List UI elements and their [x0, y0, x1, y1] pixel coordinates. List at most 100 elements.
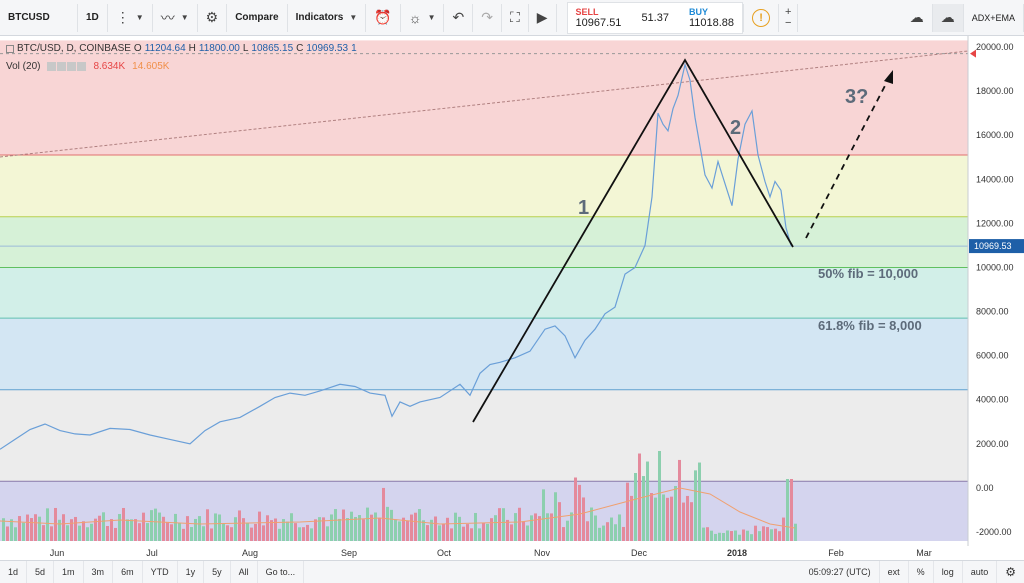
volume-bar — [150, 510, 153, 541]
time-tick-label: Oct — [436, 548, 452, 558]
volume-bar — [458, 516, 461, 541]
volume-bar — [6, 526, 9, 541]
range-button-6m[interactable]: 6m — [113, 561, 143, 583]
volume-bar — [446, 517, 449, 541]
extended-hours-button[interactable]: ext — [880, 561, 909, 583]
ideas-button[interactable]: ☼ ▼ — [401, 3, 445, 32]
chart-style-button[interactable]: 〰 ▼ — [153, 3, 198, 32]
buy-button[interactable]: BUY 11018.88 — [681, 3, 742, 33]
volume-bar — [494, 515, 497, 541]
volume-bar — [366, 507, 369, 541]
settings-button[interactable]: ⚙ — [198, 3, 228, 32]
volume-bar — [738, 534, 741, 541]
volume-bar — [262, 525, 265, 541]
range-button-5y[interactable]: 5y — [204, 561, 231, 583]
symbol-search-button[interactable]: BTCUSD — [0, 3, 78, 32]
volume-bar — [454, 512, 457, 541]
plus-icon[interactable] — [67, 62, 77, 71]
volume-bar — [330, 514, 333, 541]
legend-title: BTC/USD, D, COINBASE — [17, 43, 131, 54]
volume-bar — [450, 528, 453, 541]
volume-bar — [94, 518, 97, 541]
volume-bar — [578, 484, 581, 541]
range-button-all[interactable]: All — [231, 561, 258, 583]
volume-bar — [694, 470, 697, 541]
volume-bar — [666, 497, 669, 541]
volume-bar — [26, 514, 29, 541]
save-cloud-button[interactable]: ☁ — [932, 3, 964, 32]
goto-date-button[interactable]: Go to... — [258, 561, 305, 583]
price-series — [0, 62, 792, 450]
range-button-ytd[interactable]: YTD — [143, 561, 178, 583]
fullscreen-button[interactable]: ⛶ — [502, 3, 529, 32]
eye-icon[interactable] — [47, 62, 57, 71]
interval-dropdown[interactable]: ⋮ ▼ — [108, 3, 153, 32]
percent-scale-button[interactable]: % — [909, 561, 934, 583]
chart-settings-button[interactable]: ⚙ — [997, 561, 1024, 583]
volume-bar — [598, 527, 601, 541]
range-button-3m[interactable]: 3m — [84, 561, 114, 583]
price-tick-label: 10000.00 — [976, 262, 1014, 272]
volume-bar — [194, 518, 197, 541]
range-button-1y[interactable]: 1y — [178, 561, 205, 583]
volume-bar — [58, 519, 61, 541]
volume-bar — [746, 530, 749, 541]
legend-checkbox[interactable] — [6, 44, 14, 53]
study-template-button[interactable]: ADX+EMA — [964, 3, 1024, 32]
volume-bar — [162, 516, 165, 541]
volume-bar — [658, 451, 661, 541]
volume-bar — [98, 515, 101, 541]
redo-button[interactable]: ↷ — [473, 3, 502, 32]
close-icon[interactable] — [77, 62, 87, 71]
interval-button[interactable]: 1D — [78, 3, 108, 32]
volume-bar — [462, 526, 465, 541]
log-label: log — [941, 567, 954, 577]
volume-bar — [726, 530, 729, 541]
volume-bar — [722, 532, 725, 541]
volume-bar — [66, 525, 69, 541]
auto-scale-button[interactable]: auto — [963, 561, 998, 583]
symbol-label: BTCUSD — [8, 12, 50, 23]
undo-icon: ↶ — [452, 9, 465, 25]
clock-time: 05:09:27 (UTC) — [808, 567, 871, 577]
sell-price: 10967.51 — [575, 16, 622, 29]
volume-legend-buttons[interactable] — [47, 62, 87, 71]
fib-zone-top — [0, 40, 968, 156]
undo-button[interactable]: ↶ — [444, 3, 474, 32]
clock-readout[interactable]: 05:09:27 (UTC) — [801, 561, 880, 583]
volume-bar — [258, 511, 261, 541]
volume-bar — [402, 517, 405, 541]
log-scale-button[interactable]: log — [934, 561, 963, 583]
volume-bar — [318, 517, 321, 541]
fullscreen-icon: ⛶ — [509, 9, 520, 25]
indicators-button[interactable]: Indicators ▼ — [288, 3, 367, 32]
replay-button[interactable]: ▶ — [529, 3, 557, 32]
chart-area[interactable]: 1 2 3? 50% fib = 10,000 61.8% fib = 8,000 20… — [0, 36, 1024, 546]
volume-bar — [226, 525, 229, 541]
volume-bar — [674, 486, 677, 541]
volume-bar — [698, 462, 701, 541]
price-axis[interactable]: 20000.00 18000.00 16000.00 14000.00 12000.00… — [967, 36, 1024, 546]
alert-button[interactable]: ⏰ — [366, 3, 401, 32]
compare-button[interactable]: Compare — [227, 3, 288, 32]
load-cloud-button[interactable]: ☁ — [902, 3, 933, 32]
range-button-1d[interactable]: 1d — [0, 561, 28, 583]
quantity-stepper[interactable]: + − — [779, 3, 799, 32]
info-button[interactable]: ! — [743, 3, 780, 32]
volume-bar — [758, 531, 761, 541]
last-price-label: 10969.53 — [974, 241, 1012, 251]
volume-bar — [602, 525, 605, 541]
volume-bar — [130, 519, 133, 541]
main-legend: BTC/USD, D, COINBASE O 11204.64 H 11800.00… — [6, 43, 357, 54]
volume-bar — [614, 524, 617, 541]
range-button-5d[interactable]: 5d — [27, 561, 55, 583]
buy-label: BUY — [688, 6, 708, 17]
range-button-1m[interactable]: 1m — [54, 561, 84, 583]
volume-bar — [158, 512, 161, 541]
volume-bar — [342, 509, 345, 541]
volume-bar — [154, 508, 157, 541]
gear-icon[interactable] — [57, 62, 67, 71]
volume-bar — [334, 509, 337, 541]
sell-button[interactable]: SELL 10967.51 — [568, 3, 630, 33]
time-axis[interactable]: Jun Jul Aug Sep Oct Nov Dec 2018 Feb Mar — [0, 546, 968, 560]
